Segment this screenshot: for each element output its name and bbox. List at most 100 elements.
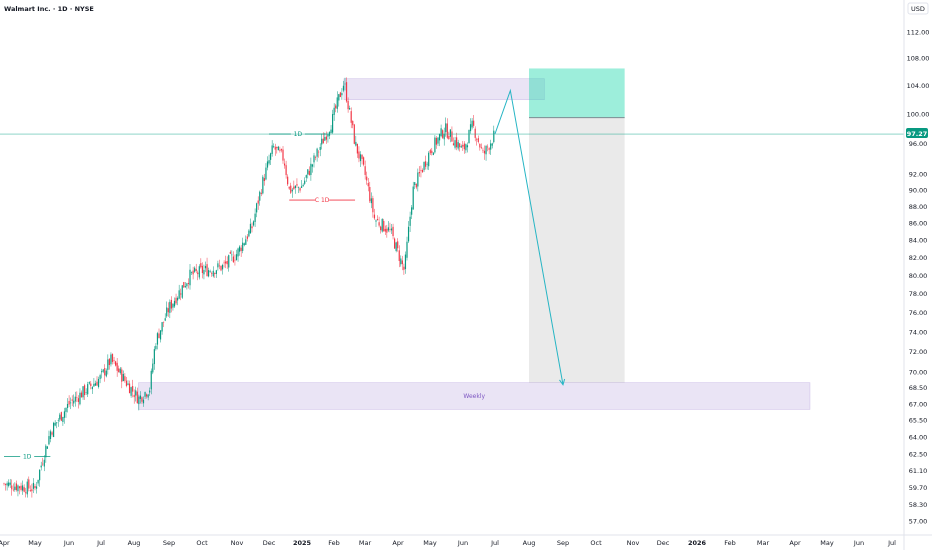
- candle-body: [153, 349, 155, 365]
- time-tick-label: May: [28, 539, 42, 547]
- candle-body: [28, 479, 30, 489]
- candle-body: [321, 138, 323, 145]
- currency-badge[interactable]: [907, 2, 929, 15]
- candle-body: [480, 147, 482, 149]
- candle-body: [59, 414, 61, 420]
- candle-body: [246, 236, 248, 239]
- candle-body: [73, 400, 75, 404]
- candle-body: [409, 216, 411, 226]
- candle-body: [305, 175, 307, 178]
- candle-body: [390, 228, 393, 231]
- candle-body: [37, 479, 39, 484]
- candle-body: [63, 411, 66, 418]
- candle-body: [252, 221, 255, 226]
- candle-body: [155, 345, 157, 350]
- candle-body: [479, 143, 481, 148]
- candle-body: [62, 416, 64, 422]
- candle-body: [212, 270, 214, 277]
- candle-body: [66, 403, 69, 408]
- candle-body: [235, 254, 238, 261]
- candle-body: [87, 384, 89, 395]
- price-axis[interactable]: [904, 0, 932, 535]
- candle-body: [142, 399, 145, 404]
- candle-body: [429, 150, 431, 154]
- time-tick-label: Sep: [163, 539, 175, 547]
- candle-body: [147, 394, 149, 398]
- candle-body: [254, 213, 256, 222]
- candle-body: [460, 146, 462, 148]
- candle-body: [417, 172, 419, 187]
- candle-body: [327, 133, 329, 137]
- candle-body: [11, 485, 13, 490]
- candle-body: [325, 136, 327, 140]
- candle-body: [293, 186, 295, 190]
- candle-body: [99, 375, 101, 380]
- candle-body: [146, 394, 148, 397]
- candle-body: [380, 226, 382, 231]
- price-tick-label: 64.00: [909, 433, 928, 441]
- candle-body: [35, 486, 38, 489]
- candle-body: [130, 387, 132, 396]
- candle-body: [311, 164, 314, 167]
- candle-body: [79, 392, 81, 405]
- time-tick-label: Jul: [490, 539, 499, 547]
- candle-body: [118, 368, 120, 373]
- annotation-zones: Weekly: [138, 68, 811, 410]
- time-tick-label: Aug: [523, 539, 536, 547]
- candle-body: [91, 386, 93, 390]
- candle-body: [139, 395, 141, 399]
- candle-body: [163, 321, 165, 323]
- candle-body: [97, 378, 100, 388]
- candle-body: [364, 166, 366, 175]
- time-tick-label: Nov: [231, 539, 244, 547]
- candle-body: [344, 83, 346, 85]
- level-line-label: C 1D: [315, 197, 330, 204]
- time-tick-label: 2025: [293, 539, 312, 547]
- candle-body: [352, 120, 354, 126]
- candle-body: [276, 146, 278, 149]
- candle-body: [200, 263, 202, 268]
- candle-body: [462, 144, 464, 147]
- candle-body: [186, 283, 188, 287]
- candle-body: [138, 396, 140, 405]
- currency-label: USD: [911, 5, 925, 13]
- candle-body: [94, 383, 97, 386]
- candle-body: [239, 246, 241, 252]
- candle-body: [251, 226, 253, 229]
- time-tick-label: Feb: [328, 539, 340, 547]
- candle-body: [102, 369, 104, 372]
- time-tick-label: Oct: [590, 539, 602, 547]
- candle-body: [324, 137, 326, 141]
- candle-body: [121, 369, 123, 382]
- candle-body: [245, 239, 247, 245]
- candle-body: [221, 265, 224, 270]
- candle-body: [375, 220, 377, 222]
- candle-body: [152, 363, 154, 373]
- candle-body: [398, 250, 400, 262]
- candle-body: [159, 330, 162, 340]
- candle-body: [175, 297, 177, 304]
- price-tick-label: 96.00: [909, 140, 928, 148]
- candle-body: [491, 143, 493, 146]
- candle-body: [144, 392, 146, 397]
- candle-body: [421, 170, 424, 173]
- candle-body: [387, 227, 389, 231]
- candle-body: [440, 128, 442, 137]
- candle-body: [285, 165, 287, 176]
- candle-body: [457, 142, 459, 149]
- price-tick-label: 72.00: [909, 348, 928, 356]
- candle-body: [14, 486, 16, 490]
- candle-body: [88, 381, 90, 384]
- candle-body: [22, 485, 24, 491]
- candle-body: [82, 386, 84, 398]
- price-tick-label: 88.00: [909, 203, 928, 211]
- candle-body: [133, 394, 135, 398]
- time-tick-label: May: [820, 539, 834, 547]
- candle-body: [70, 402, 72, 404]
- candle-body: [336, 97, 338, 109]
- candle-body: [412, 186, 414, 210]
- candle-body: [434, 137, 436, 153]
- candle-body: [173, 300, 176, 307]
